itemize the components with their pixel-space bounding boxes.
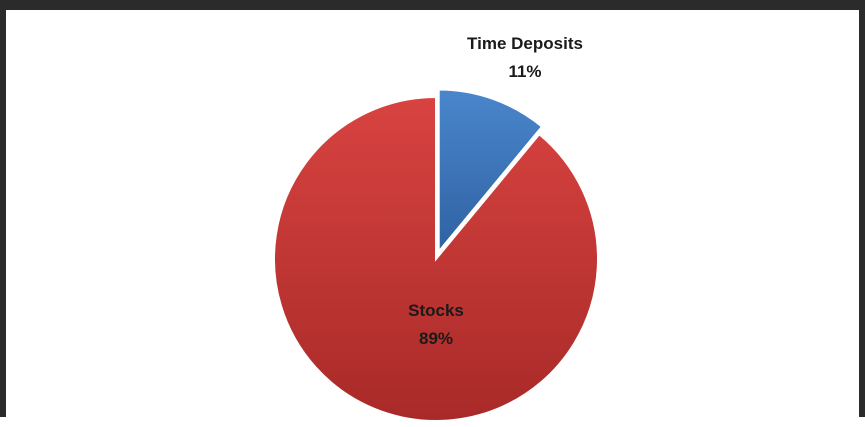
stocks-value-label: 89% xyxy=(419,329,453,348)
pie-slices xyxy=(273,88,599,422)
stocks-label: Stocks xyxy=(408,301,464,320)
pie-labels: Time Deposits 11% Stocks 89% xyxy=(408,34,583,348)
time-deposits-label: Time Deposits xyxy=(467,34,583,53)
pie-chart: Time Deposits 11% Stocks 89% xyxy=(273,34,599,422)
time-deposits-value-label: 11% xyxy=(508,62,541,81)
slice-time-deposits xyxy=(437,88,544,255)
slice-stocks xyxy=(273,95,599,422)
